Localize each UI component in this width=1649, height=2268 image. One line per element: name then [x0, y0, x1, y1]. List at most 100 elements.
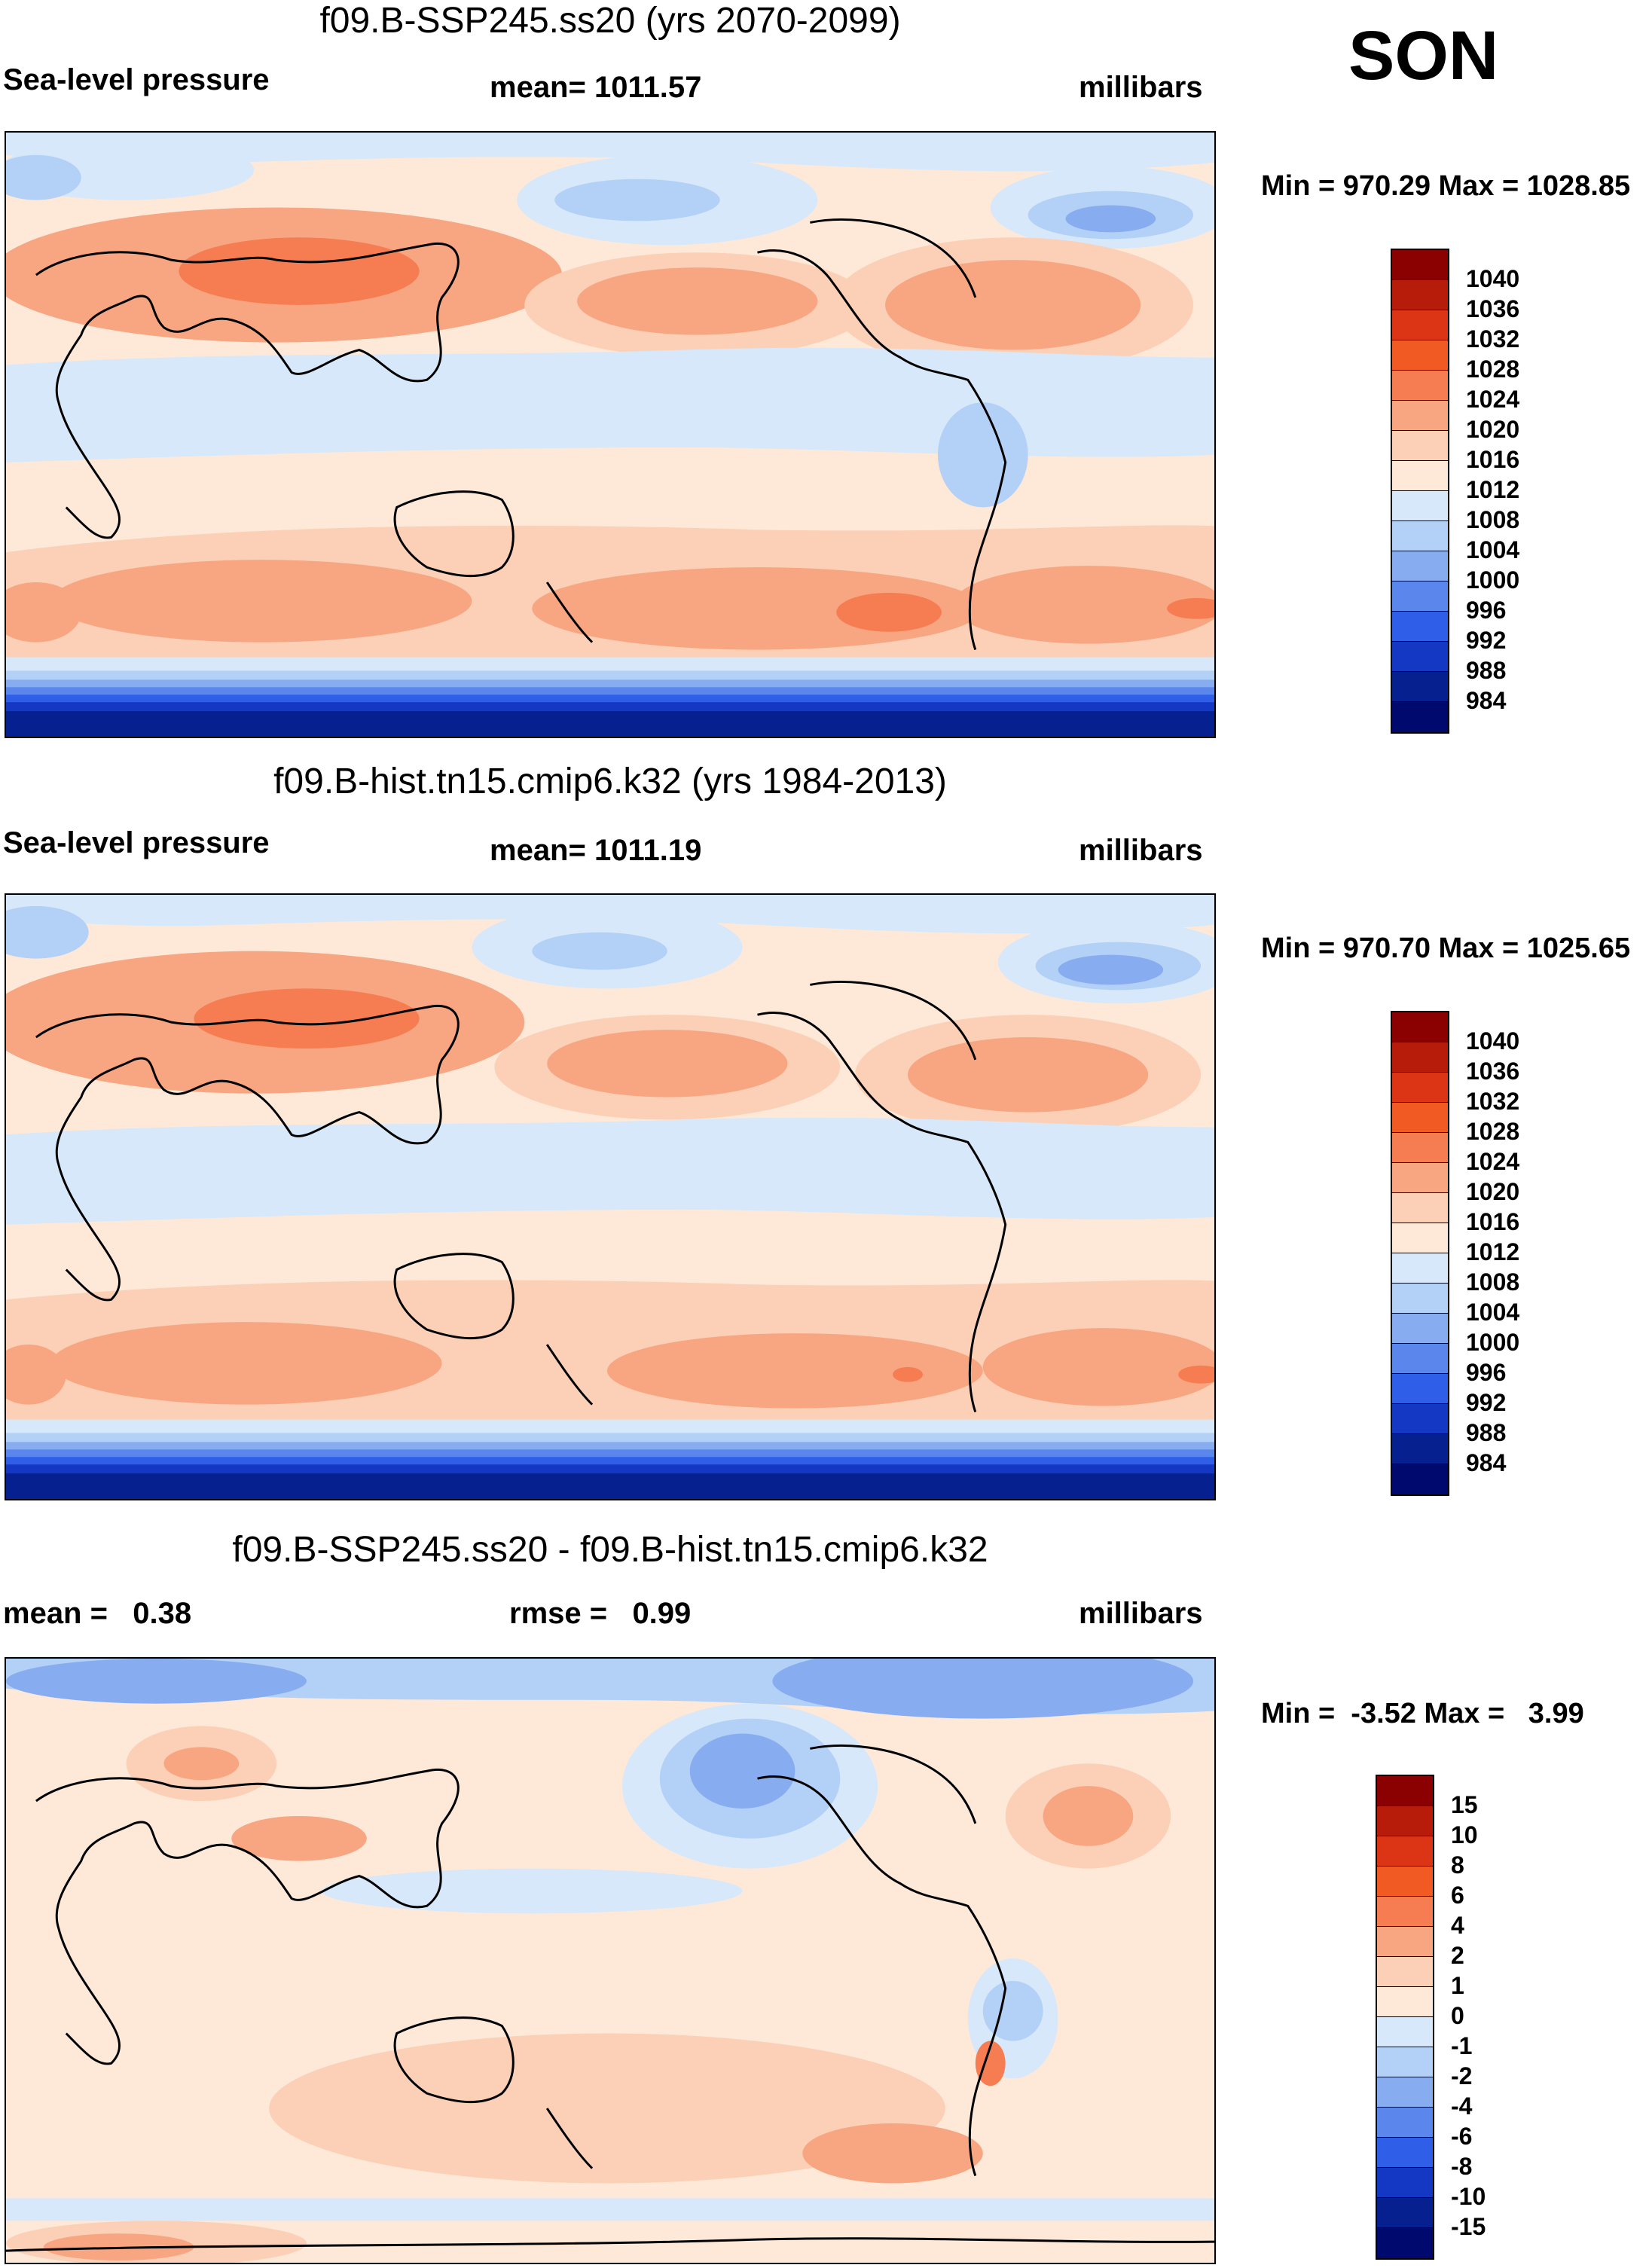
colorbar-tick-label: 4 [1451, 1912, 1464, 1939]
colorbar-tick-label: 992 [1466, 627, 1507, 654]
colorbar-box [1377, 1836, 1433, 1867]
colorbar-tick-label: 0 [1451, 2002, 1464, 2029]
colorbar-tick-label: 988 [1466, 657, 1507, 684]
panel-3-map-svg [6, 1659, 1214, 2263]
panel-3-title: f09.B-SSP245.ss20 - f09.B-hist.tn15.cmip… [232, 1530, 988, 1570]
colorbar-tick-label: 984 [1466, 1449, 1507, 1476]
colorbar-box [1392, 1012, 1448, 1042]
colorbar-box [1392, 612, 1448, 642]
colorbar-box [1377, 2077, 1433, 2108]
colorbar-box [1392, 461, 1448, 491]
colorbar-box [1377, 1776, 1433, 1806]
panel-1-units-label: millibars [1079, 71, 1203, 104]
colorbar-tick-label: 1004 [1466, 1299, 1520, 1326]
panel-2-mean-label: mean= 1011.19 [490, 834, 702, 867]
panel-1-title: f09.B-SSP245.ss20 (yrs 2070-2099) [319, 1, 901, 41]
colorbar-tick-label: 1004 [1466, 536, 1520, 563]
colorbar-box [1392, 371, 1448, 401]
panel-1-mean-label: mean= 1011.57 [490, 71, 702, 104]
colorbar-box [1392, 1042, 1448, 1073]
colorbar-box [1392, 1374, 1448, 1404]
colorbar-tick-label: -4 [1451, 2092, 1473, 2120]
colorbar-tick-label: 10 [1451, 1821, 1478, 1848]
season-label: SON [1348, 17, 1499, 94]
colorbar-box [1392, 401, 1448, 431]
colorbar-box [1392, 1103, 1448, 1133]
colorbar-box [1392, 521, 1448, 551]
colorbar-tick-label: 1024 [1466, 386, 1520, 413]
colorbar-box [1392, 1253, 1448, 1284]
colorbar-tick-label: 1016 [1466, 1208, 1520, 1235]
colorbar-box [1392, 1133, 1448, 1163]
colorbar-box [1392, 1284, 1448, 1314]
colorbar-box [1392, 1073, 1448, 1103]
colorbar-box [1392, 310, 1448, 340]
panel-3-mean-label: mean = 0.38 [3, 1597, 192, 1630]
colorbar-box [1392, 1434, 1448, 1464]
colorbar-tick-label: -6 [1451, 2123, 1473, 2150]
panel-2-variable-label: Sea-level pressure [3, 826, 270, 859]
colorbar-tick-label: 992 [1466, 1389, 1507, 1416]
panel-3-map [5, 1657, 1216, 2264]
colorbar-tick-label: 8 [1451, 1851, 1464, 1879]
panel-3-rmse-label: rmse = 0.99 [509, 1597, 692, 1630]
panel-2-map [5, 893, 1216, 1500]
colorbar-tick-label: -8 [1451, 2153, 1473, 2180]
colorbar-tick-label: 1008 [1466, 1268, 1520, 1296]
colorbar-tick-label: 984 [1466, 687, 1507, 714]
colorbar-box [1392, 250, 1448, 280]
panel-2-colorbar [1391, 1011, 1449, 1496]
colorbar-box [1392, 1404, 1448, 1434]
colorbar-tick-label: 996 [1466, 1359, 1507, 1386]
colorbar-box [1392, 672, 1448, 702]
colorbar-tick-label: 1028 [1466, 356, 1520, 383]
colorbar-box [1392, 551, 1448, 581]
colorbar-tick-label: 1040 [1466, 1027, 1520, 1055]
colorbar-tick-label: -2 [1451, 2062, 1473, 2089]
colorbar-box [1392, 1344, 1448, 1374]
colorbar-box [1377, 2138, 1433, 2168]
panel-1-minmax: Min = 970.29 Max = 1028.85 [1261, 170, 1631, 202]
colorbar-tick-label: -10 [1451, 2183, 1486, 2210]
colorbar-tick-label: 15 [1451, 1791, 1478, 1818]
panel-2-units-label: millibars [1079, 834, 1203, 867]
colorbar-tick-label: 1 [1451, 1972, 1464, 1999]
colorbar-tick-label: 988 [1466, 1419, 1507, 1446]
colorbar-box [1377, 1987, 1433, 2017]
panel-2-title: f09.B-hist.tn15.cmip6.k32 (yrs 1984-2013… [273, 762, 947, 801]
panel-2-minmax: Min = 970.70 Max = 1025.65 [1261, 933, 1631, 964]
panel-1-map [5, 131, 1216, 738]
colorbar-box [1377, 1806, 1433, 1836]
colorbar-box [1392, 431, 1448, 461]
panel-3-colorbar [1376, 1775, 1434, 2260]
colorbar-box [1377, 2228, 1433, 2258]
colorbar-box [1377, 2108, 1433, 2138]
colorbar-box [1392, 280, 1448, 310]
panel-3-units-label: millibars [1079, 1597, 1203, 1630]
colorbar-tick-label: 1036 [1466, 295, 1520, 322]
colorbar-tick-label: 996 [1466, 597, 1507, 624]
colorbar-box [1392, 642, 1448, 672]
colorbar-tick-label: 1032 [1466, 1088, 1520, 1115]
colorbar-box [1377, 1927, 1433, 1957]
colorbar-box [1392, 1223, 1448, 1253]
colorbar-box [1392, 491, 1448, 521]
colorbar-tick-label: 1040 [1466, 265, 1520, 292]
colorbar-tick-label: 1012 [1466, 476, 1520, 503]
panel-3-minmax: Min = -3.52 Max = 3.99 [1261, 1698, 1584, 1729]
colorbar-box [1377, 2017, 1433, 2047]
colorbar-box [1377, 2168, 1433, 2198]
colorbar-tick-label: 1008 [1466, 506, 1520, 533]
colorbar-box [1392, 1163, 1448, 1193]
colorbar-tick-label: 1012 [1466, 1238, 1520, 1265]
colorbar-box [1377, 2198, 1433, 2228]
colorbar-tick-label: 2 [1451, 1942, 1464, 1969]
colorbar-tick-label: 1036 [1466, 1058, 1520, 1085]
panel-1-variable-label: Sea-level pressure [3, 63, 270, 96]
colorbar-box [1392, 340, 1448, 371]
colorbar-box [1392, 1193, 1448, 1223]
colorbar-box [1392, 581, 1448, 612]
colorbar-tick-label: 6 [1451, 1882, 1464, 1909]
panel-1-map-svg [6, 133, 1214, 737]
colorbar-tick-label: 1032 [1466, 325, 1520, 353]
